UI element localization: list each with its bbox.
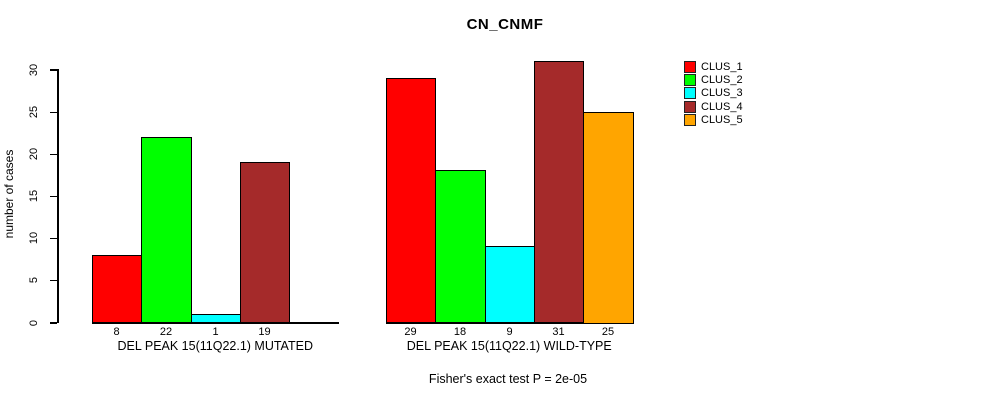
group-axis-label: DEL PEAK 15(11Q22.1) MUTATED (117, 339, 313, 353)
y-tick-label: 20 (28, 147, 40, 161)
bar-CLUS_3 (191, 313, 241, 324)
y-tick-mark (50, 237, 57, 240)
bar-CLUS_4 (534, 60, 584, 324)
bar-value-label: 25 (601, 326, 615, 338)
y-tick-mark (50, 111, 57, 113)
bar-CLUS_4 (240, 162, 290, 324)
bar-value-label: 1 (212, 326, 219, 338)
y-tick-label: 25 (28, 105, 40, 119)
legend-label: CLUS_4 (701, 100, 743, 113)
y-tick-label: 30 (28, 63, 40, 77)
legend-label: CLUS_1 (701, 60, 743, 73)
bar-CLUS_2 (435, 170, 486, 324)
legend-item: CLUS_4 (684, 100, 743, 113)
y-tick-label: 15 (28, 190, 40, 203)
y-tick-label: 5 (28, 277, 40, 284)
bar-value-label: 29 (404, 326, 417, 338)
legend-label: CLUS_2 (701, 74, 743, 87)
y-tick-mark (50, 279, 57, 282)
legend-item: CLUS_1 (684, 60, 743, 73)
bar-CLUS_2 (141, 136, 192, 324)
fisher-test-note: Fisher's exact test P = 2e-05 (428, 372, 588, 386)
legend-swatch-CLUS_3 (684, 87, 696, 100)
bar-value-label: 19 (258, 326, 271, 338)
legend-swatch-CLUS_2 (684, 74, 696, 87)
y-tick-mark (50, 322, 57, 324)
y-axis-line (57, 69, 59, 324)
legend-swatch-CLUS_4 (684, 100, 696, 113)
chart-title: CN_CNMF (466, 16, 544, 33)
y-tick-mark (50, 153, 57, 156)
bar-value-label: 18 (453, 326, 467, 338)
legend-label: CLUS_3 (701, 87, 743, 100)
legend-item: CLUS_5 (684, 114, 743, 127)
bar-CLUS_5 (583, 111, 634, 324)
bar-CLUS_1 (386, 77, 436, 324)
bar-value-label: 9 (506, 326, 513, 338)
legend-swatch-CLUS_1 (684, 60, 696, 73)
bar-CLUS_3 (485, 246, 535, 324)
legend-item: CLUS_3 (684, 87, 743, 100)
bar-value-label: 31 (552, 326, 565, 338)
y-tick-label: 0 (28, 319, 40, 326)
bar-value-label: 22 (159, 326, 173, 338)
legend-swatch-CLUS_5 (684, 114, 696, 127)
legend-label: CLUS_5 (701, 114, 743, 127)
y-tick-label: 10 (28, 232, 40, 245)
group-axis-label: DEL PEAK 15(11Q22.1) WILD-TYPE (406, 339, 612, 353)
y-tick-mark (50, 195, 57, 198)
y-tick-mark (50, 69, 57, 71)
legend: CLUS_1 CLUS_2 CLUS_3 CLUS_4 CLUS_5 (684, 60, 743, 127)
bar-CLUS_1 (92, 254, 142, 324)
bar-value-label: 8 (113, 326, 120, 338)
legend-item: CLUS_2 (684, 73, 743, 87)
y-axis-label: number of cases (2, 149, 16, 239)
